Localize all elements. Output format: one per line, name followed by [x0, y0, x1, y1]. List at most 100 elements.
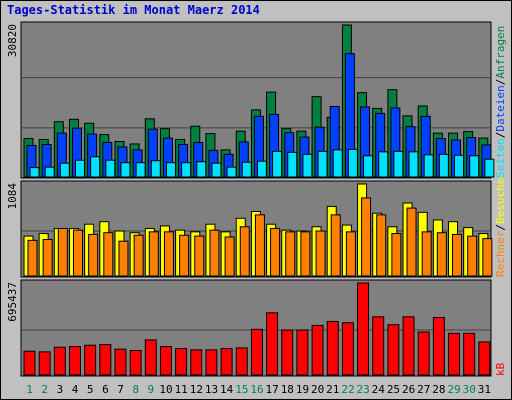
x-tick-label-18: 18 — [281, 383, 294, 396]
bar-rechner-31 — [482, 238, 493, 277]
bar-rechner-1 — [27, 239, 38, 277]
bar-seiten-19 — [302, 153, 313, 178]
x-tick-label-3: 3 — [57, 383, 64, 396]
x-tick-label-27: 27 — [417, 383, 430, 396]
bar-seiten-8 — [135, 162, 146, 178]
bar-seiten-15 — [241, 161, 252, 178]
bar-rechner-24 — [376, 214, 387, 277]
bar-seiten-29 — [454, 154, 465, 178]
bar-seiten-20 — [317, 150, 328, 178]
legend-entry-besuche: Besuche — [494, 178, 507, 224]
x-tick-label-4: 4 — [72, 383, 79, 396]
bar-seiten-12 — [196, 161, 207, 178]
x-tick-label-9: 9 — [148, 383, 155, 396]
x-tick-label-11: 11 — [175, 383, 188, 396]
bar-kb-6 — [99, 344, 112, 376]
bar-kb-30 — [463, 332, 476, 376]
bar-rechner-11 — [179, 234, 190, 277]
bar-kb-25 — [387, 324, 400, 376]
x-tick-label-14: 14 — [220, 383, 234, 396]
x-tick-label-15: 15 — [235, 383, 248, 396]
bar-kb-13 — [205, 349, 218, 376]
bar-kb-8 — [129, 350, 142, 376]
x-tick-label-21: 21 — [326, 383, 339, 396]
bar-rechner-7 — [118, 240, 129, 277]
bar-kb-29 — [448, 332, 461, 376]
bar-seiten-27 — [423, 154, 434, 178]
bar-rechner-3 — [57, 227, 68, 277]
x-tick-label-30: 30 — [463, 383, 476, 396]
bar-seiten-2 — [44, 166, 55, 178]
x-tick-label-24: 24 — [372, 383, 386, 396]
bar-rechner-29 — [452, 233, 463, 277]
x-tick-label-10: 10 — [159, 383, 172, 396]
bar-rechner-15 — [239, 226, 250, 277]
bar-kb-1 — [23, 350, 36, 376]
bar-rechner-5 — [88, 233, 99, 277]
bar-rechner-25 — [391, 233, 402, 277]
x-tick-label-2: 2 — [41, 383, 48, 396]
chart-title: Tages-Statistik im Monat Maerz 2014 — [7, 3, 260, 17]
bar-seiten-28 — [438, 153, 449, 178]
legend-vertical: Rechner/Besuche — [494, 178, 507, 277]
legend-entry-kb: kB — [494, 362, 507, 376]
bar-seiten-24 — [378, 151, 389, 178]
bar-seiten-18 — [287, 151, 298, 178]
bar-kb-11 — [175, 348, 188, 376]
bar-rechner-26 — [406, 207, 417, 277]
x-tick-label-28: 28 — [432, 383, 445, 396]
bar-kb-31 — [478, 341, 491, 376]
bar-kb-2 — [38, 351, 51, 376]
bar-rechner-23 — [361, 197, 372, 277]
legend-separator: / — [494, 79, 507, 86]
bar-seiten-5 — [90, 156, 101, 178]
legend-entry-seiten: Seiten — [494, 138, 507, 178]
x-tick-label-25: 25 — [387, 383, 400, 396]
bar-kb-16 — [250, 328, 263, 376]
ymax-label-hits-files-pages: 30820 — [6, 24, 19, 57]
x-tick-label-16: 16 — [250, 383, 263, 396]
x-tick-label-1: 1 — [26, 383, 33, 396]
bar-rechner-16 — [254, 214, 265, 277]
bar-seiten-11 — [181, 162, 192, 178]
bar-rechner-27 — [421, 231, 432, 277]
x-tick-label-17: 17 — [266, 383, 279, 396]
bar-seiten-26 — [408, 151, 419, 178]
bar-kb-19 — [296, 329, 309, 376]
bar-seiten-30 — [469, 155, 480, 178]
bar-kb-3 — [53, 346, 66, 376]
bar-seiten-17 — [272, 150, 283, 178]
x-tick-label-31: 31 — [478, 383, 491, 396]
bar-seiten-6 — [105, 159, 116, 178]
bar-kb-27 — [417, 331, 430, 376]
bar-kb-10 — [159, 346, 172, 376]
x-tick-label-23: 23 — [357, 383, 370, 396]
bar-kb-24 — [372, 316, 385, 376]
bar-rechner-13 — [209, 229, 220, 277]
x-tick-label-7: 7 — [117, 383, 124, 396]
x-tick-label-12: 12 — [190, 383, 203, 396]
legend-entry-dateien: Dateien — [494, 85, 507, 131]
bar-kb-4 — [68, 346, 81, 376]
bar-seiten-25 — [393, 150, 404, 178]
bar-kb-7 — [114, 348, 127, 376]
bar-rechner-28 — [436, 232, 447, 277]
bar-seiten-21 — [332, 149, 343, 178]
bar-seiten-7 — [120, 162, 131, 178]
bar-rechner-9 — [148, 231, 159, 277]
bar-kb-26 — [402, 316, 415, 376]
bar-seiten-9 — [150, 160, 161, 178]
bar-rechner-14 — [224, 236, 235, 277]
bar-kb-17 — [266, 312, 279, 376]
bar-seiten-14 — [226, 166, 237, 178]
x-tick-label-8: 8 — [132, 383, 139, 396]
bar-rechner-10 — [163, 231, 174, 277]
bar-rechner-6 — [103, 232, 114, 277]
bar-kb-22 — [341, 322, 354, 376]
bar-rechner-19 — [300, 231, 311, 277]
bar-seiten-16 — [256, 160, 267, 178]
bar-rechner-8 — [133, 234, 144, 277]
legend-entry-rechner: Rechner — [494, 230, 507, 277]
bar-kb-20 — [311, 324, 324, 376]
